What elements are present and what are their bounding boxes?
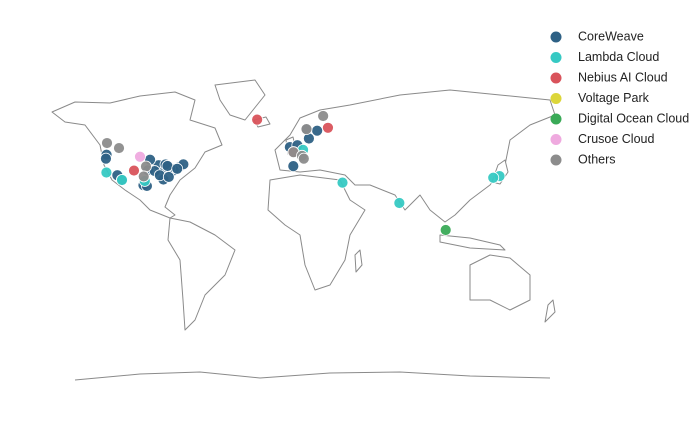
location-point bbox=[140, 160, 152, 173]
location-point bbox=[297, 152, 310, 165]
location-point bbox=[393, 197, 406, 209]
location-point bbox=[162, 171, 175, 183]
legend-marker bbox=[550, 93, 562, 104]
location-point bbox=[300, 123, 313, 136]
legend-label: Others bbox=[578, 152, 616, 166]
legend-marker bbox=[550, 134, 562, 145]
legend-marker bbox=[550, 154, 562, 166]
location-point bbox=[113, 142, 125, 154]
south-america bbox=[167, 217, 236, 331]
location-point bbox=[161, 160, 174, 172]
legend-label: Lambda Cloud bbox=[578, 50, 659, 64]
legend: CoreWeave Lambda Cloud Nebius AI Cloud Volt… bbox=[550, 29, 689, 166]
legend-marker bbox=[550, 113, 562, 125]
madagascar bbox=[354, 249, 363, 273]
legend-label: Digital Ocean Cloud bbox=[578, 111, 689, 125]
location-point bbox=[487, 171, 500, 184]
location-point bbox=[251, 113, 264, 126]
legend-label: Voltage Park bbox=[578, 91, 650, 105]
legend-label: CoreWeave bbox=[578, 29, 644, 43]
location-point bbox=[116, 174, 128, 186]
location-point bbox=[171, 162, 184, 175]
points bbox=[100, 110, 506, 236]
location-point bbox=[101, 137, 113, 149]
antarctica bbox=[74, 371, 551, 381]
location-point bbox=[336, 176, 349, 189]
location-point bbox=[100, 166, 113, 179]
indonesia bbox=[439, 234, 506, 251]
legend-marker bbox=[550, 31, 562, 43]
location-point bbox=[439, 224, 452, 236]
africa bbox=[267, 174, 366, 291]
australia bbox=[469, 254, 531, 311]
greenland bbox=[214, 79, 266, 121]
location-point bbox=[137, 170, 150, 183]
legend-label: Crusoe Cloud bbox=[578, 132, 654, 146]
location-point bbox=[128, 164, 140, 177]
location-point bbox=[287, 160, 300, 173]
location-point bbox=[317, 110, 330, 122]
legend-marker bbox=[550, 52, 562, 63]
legend-marker bbox=[550, 72, 562, 84]
location-point bbox=[134, 150, 146, 163]
location-point bbox=[322, 121, 334, 134]
location-point bbox=[100, 152, 112, 165]
new-zealand bbox=[544, 299, 556, 323]
legend-label: Nebius AI Cloud bbox=[578, 70, 668, 84]
